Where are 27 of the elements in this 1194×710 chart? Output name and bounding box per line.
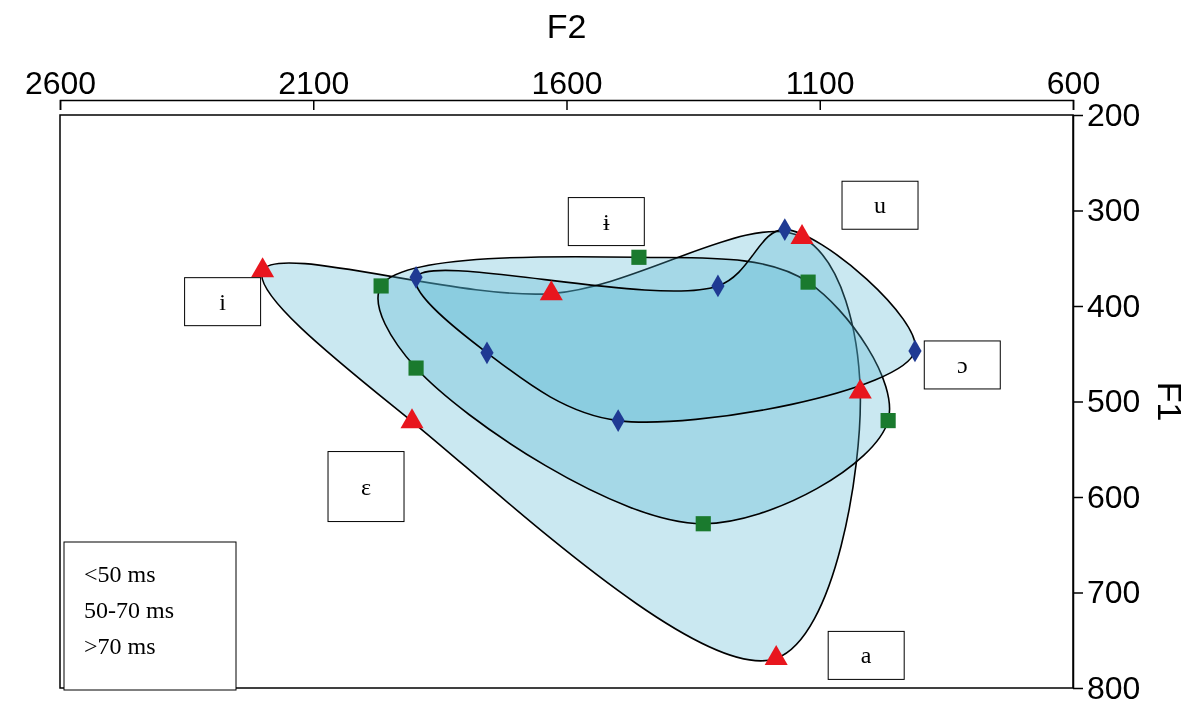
y-tick-label: 400: [1087, 287, 1141, 324]
point: [631, 249, 647, 265]
annotation: a: [860, 642, 872, 669]
annotation: ɔ: [956, 351, 968, 378]
annotation: i: [219, 288, 227, 315]
annotation: <50 ms: [84, 561, 156, 587]
y-axis-title: F1: [1151, 381, 1189, 422]
y-tick-label: 600: [1087, 478, 1141, 515]
x-tick-label: 2100: [278, 64, 350, 101]
annotation: ɨ: [602, 208, 610, 235]
x-tick-label: 2600: [24, 64, 97, 101]
annotation: 50-70 ms: [84, 597, 174, 623]
annotation: u: [874, 192, 887, 219]
y-tick-label: 500: [1087, 383, 1141, 420]
y-tick-label: 800: [1087, 669, 1141, 706]
x-tick-label: 1100: [785, 64, 855, 101]
point: [408, 360, 424, 376]
point: [695, 516, 711, 532]
annotation: >70 ms: [84, 633, 156, 659]
annotation: ɛ: [360, 473, 372, 500]
y-tick-label: 300: [1087, 192, 1141, 229]
point: [880, 413, 896, 429]
x-tick-label: 1600: [531, 64, 603, 101]
point: [800, 274, 816, 290]
y-tick-label: 700: [1087, 574, 1141, 611]
x-axis-title: F2: [546, 7, 587, 45]
point: [373, 278, 389, 294]
